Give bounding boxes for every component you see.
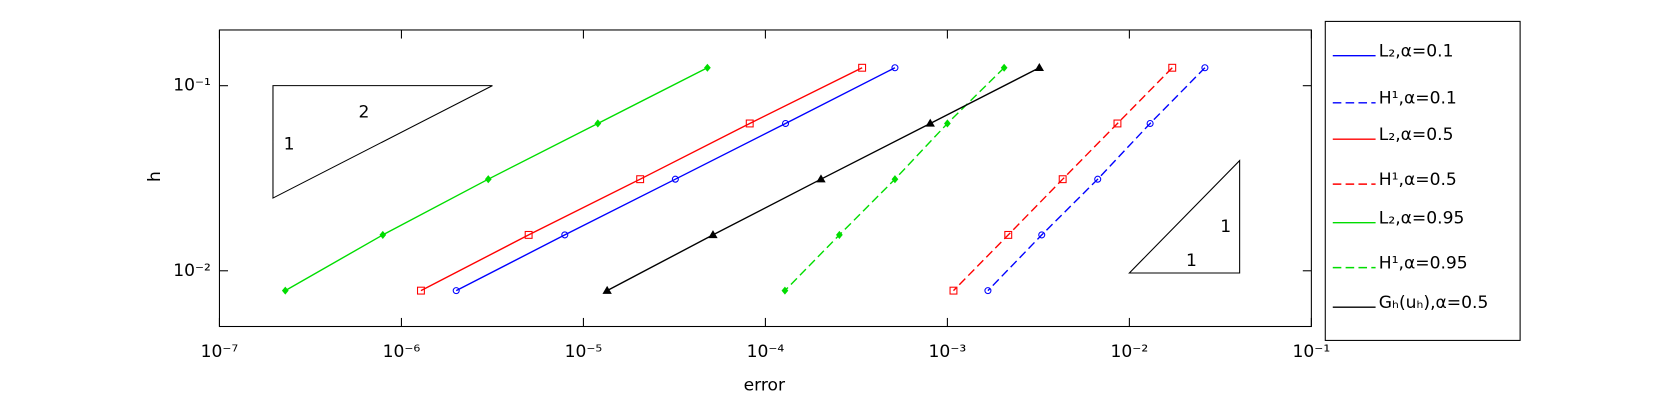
y-tick-label: 10⁻² [173,261,211,281]
point [858,63,867,72]
y-tick-label: 10⁻¹ [173,76,211,96]
series-line [420,67,863,292]
point [1000,63,1008,72]
point [836,230,843,239]
point [602,285,612,294]
x-tick-label: 10⁻³ [929,342,967,362]
point [1004,230,1013,239]
point [925,118,935,127]
point [452,287,460,295]
annotation: 1 [284,135,295,155]
legend-label: H¹,α=0.95 [1379,253,1468,273]
point [1113,119,1122,128]
point [1038,231,1046,239]
point [816,174,826,183]
legend [1324,20,1521,341]
point [944,119,951,128]
x-tick-label: 10⁻² [1111,342,1149,362]
point [379,230,387,239]
point [745,119,754,128]
x-tick-label: 10⁻⁷ [201,342,239,362]
point [1146,119,1154,128]
series-line [952,67,1173,292]
legend-label: L₂,α=0.1 [1379,41,1454,61]
x-tick-label: 10⁻⁶ [383,342,421,362]
y-axis-label: h [145,171,165,182]
legend-label: L₂,α=0.5 [1379,125,1454,145]
slope-triangle [272,85,493,199]
point [704,63,711,72]
point [984,287,992,295]
x-tick-label: 10⁻¹ [1293,342,1331,362]
point [1168,63,1177,72]
point [561,231,569,239]
point [1058,175,1067,184]
point [594,119,602,128]
x-axis-label: error [744,375,786,395]
plot-frame [218,29,1312,328]
point [708,230,718,239]
point [416,286,425,295]
point [891,64,899,72]
point [671,175,679,183]
point [281,286,289,295]
x-tick-label: 10⁻⁵ [565,342,603,362]
point [636,175,645,184]
point [524,230,533,239]
annotation: 1 [1220,217,1231,237]
plot-root: error h 10⁻⁷ 10⁻⁶ 10⁻⁵ 10⁻⁴ 10⁻³ 10⁻² 10⁻¹ 10⁻²… [145,20,1521,395]
legend-label: L₂,α=0.95 [1379,208,1465,228]
slope-triangle [1128,159,1241,274]
point [1034,62,1045,71]
legend-label: H¹,α=0.1 [1379,88,1457,108]
point [782,119,790,128]
point [781,286,789,295]
point [1094,175,1102,183]
series-line [987,67,1206,292]
annotation: 1 [1186,251,1197,271]
legend-label: Gₕ(uₕ),α=0.5 [1379,293,1489,313]
point [949,286,958,295]
legend-label: H¹,α=0.5 [1379,170,1457,190]
annotation: 2 [359,102,370,122]
point [891,175,899,184]
point [484,175,492,184]
series-line [455,67,896,292]
point [1201,64,1209,72]
x-tick-label: 10⁻⁴ [747,342,785,362]
